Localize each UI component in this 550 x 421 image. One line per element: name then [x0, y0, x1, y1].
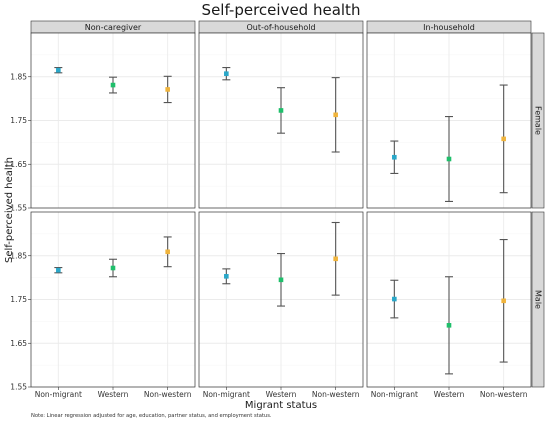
- row-strip-label-female: Female: [534, 106, 543, 135]
- column-strip-label-non-caregiver: Non-caregiver: [85, 23, 142, 32]
- point-in-household-male-non-migrant: [392, 296, 397, 302]
- x-axis-title: Migrant status: [245, 400, 317, 411]
- y-tick-label: 1.75: [10, 295, 27, 304]
- point-out-of-household-male-western: [278, 277, 284, 283]
- column-strip-label-out-of-household: Out-of-household: [246, 23, 315, 32]
- point-out-of-household-male-non-migrant: [224, 274, 229, 279]
- x-tick-label-non-western: Non-western: [480, 390, 528, 399]
- x-tick-label-non-western: Non-western: [312, 390, 360, 399]
- point-in-household-male-non-western: [501, 298, 506, 304]
- x-tick-label-non-migrant: Non-migrant: [35, 390, 82, 399]
- point-in-household-male-western: [446, 323, 452, 328]
- point-non-caregiver-female-non-western: [165, 87, 170, 92]
- x-tick-label-non-western: Non-western: [144, 390, 192, 399]
- chart-title: Self-perceived health: [202, 1, 361, 19]
- x-tick-label-non-migrant: Non-migrant: [371, 390, 418, 399]
- point-non-caregiver-male-non-migrant: [56, 267, 61, 273]
- y-tick-label: 1.65: [10, 160, 27, 169]
- y-tick-label: 1.55: [10, 204, 27, 213]
- x-tick-label-non-migrant: Non-migrant: [203, 390, 250, 399]
- x-tick-label-western: Western: [434, 390, 465, 399]
- y-tick-label: 1.75: [10, 116, 27, 125]
- x-tick-label-western: Western: [266, 390, 297, 399]
- point-out-of-household-male-non-western: [333, 256, 338, 262]
- point-in-household-female-non-western: [501, 136, 506, 142]
- point-non-caregiver-female-western: [110, 82, 116, 88]
- point-non-caregiver-female-non-migrant: [56, 67, 61, 73]
- footnote: Note: Linear regression adjusted for age…: [31, 413, 272, 419]
- y-axis-title: Self-perceived health: [4, 157, 15, 263]
- point-out-of-household-female-non-migrant: [224, 71, 229, 76]
- point-out-of-household-female-non-western: [333, 112, 338, 118]
- x-tick-label-western: Western: [98, 390, 129, 399]
- facet-panels: Non-caregiver Out-of-household In-househol…: [10, 20, 545, 399]
- y-tick-label: 1.85: [10, 72, 27, 81]
- row-strip-female: [531, 32, 545, 209]
- y-tick-label: 1.55: [10, 383, 27, 392]
- panel-border-in-household-female: [366, 32, 532, 209]
- y-tick-label: 1.65: [10, 339, 27, 348]
- point-out-of-household-female-western: [278, 108, 284, 113]
- y-tick-label: 1.85: [10, 251, 27, 260]
- point-non-caregiver-male-non-western: [165, 249, 170, 255]
- point-in-household-female-western: [446, 156, 452, 162]
- column-strip-label-in-household: In-household: [423, 23, 475, 32]
- row-strip-label-male: Male: [534, 290, 543, 309]
- point-non-caregiver-male-western: [110, 265, 116, 271]
- panel-border-out-of-household-female: [198, 32, 364, 209]
- row-strip-male: [531, 211, 545, 388]
- point-in-household-female-non-migrant: [392, 154, 397, 160]
